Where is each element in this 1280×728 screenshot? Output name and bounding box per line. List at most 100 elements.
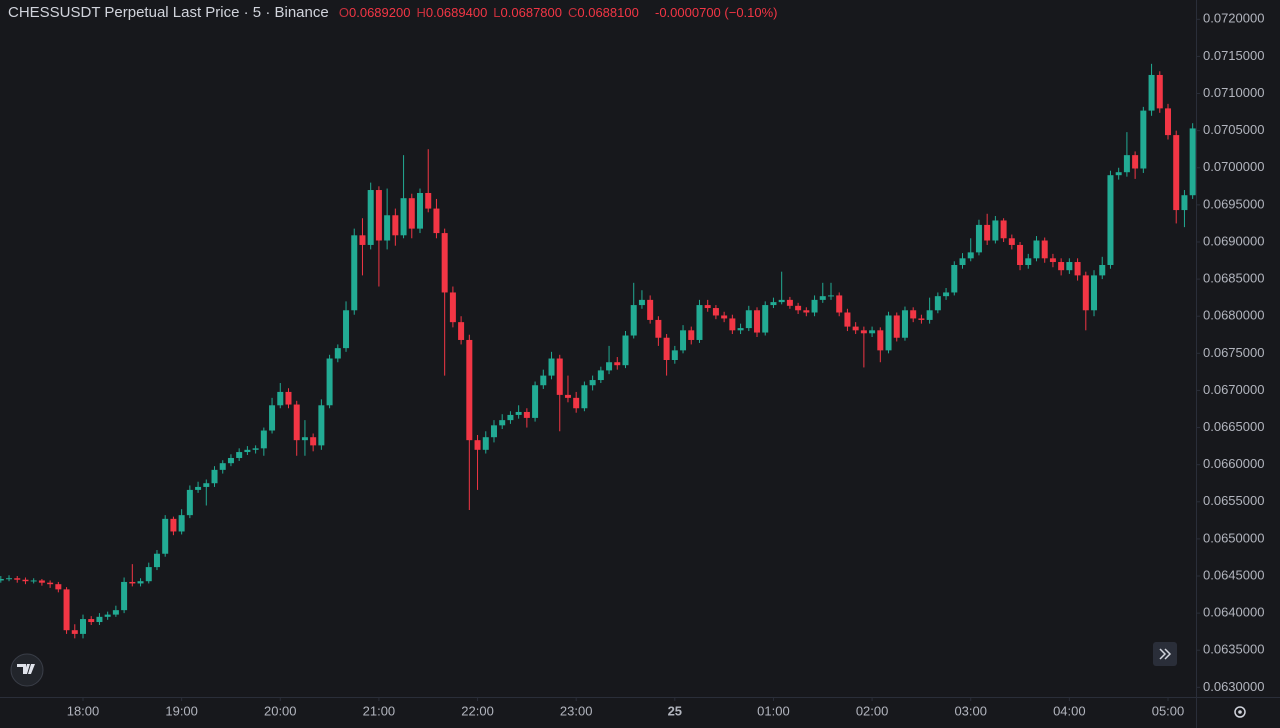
candle-body [754, 310, 761, 333]
candle-body [885, 315, 892, 351]
candle-body [203, 483, 210, 487]
ohlc-value: 0.0688100 [577, 5, 639, 20]
candle-body [112, 610, 119, 615]
candle-body [1099, 264, 1106, 276]
candle-body [293, 404, 300, 441]
y-tick-label: 0.0670000 [1203, 382, 1264, 397]
tradingview-logo [10, 653, 44, 687]
x-tick-label: 04:00 [1053, 703, 1086, 718]
candle-body [1082, 275, 1089, 311]
scroll-to-latest-button[interactable] [1153, 642, 1177, 666]
candle-body [104, 614, 111, 617]
y-tick-label: 0.0650000 [1203, 530, 1264, 545]
x-tick-label: 18:00 [67, 703, 100, 718]
x-tick-label: 25 [668, 703, 682, 718]
candle-body [556, 358, 563, 395]
ohlc-value: 0.0687800 [500, 5, 562, 20]
candle-body [655, 319, 662, 338]
candle-body [449, 292, 456, 323]
candle-body [844, 312, 851, 327]
candle-body [647, 299, 654, 320]
candle-body [195, 486, 202, 490]
candle-body [581, 385, 588, 409]
candle-body [1049, 258, 1056, 263]
candle-body [852, 326, 859, 331]
candle-body [1148, 74, 1155, 111]
candle-body [277, 391, 284, 406]
candle-body [523, 411, 530, 418]
legend-header: CHESSUSDT Perpetual Last Price · 5 · Bin… [8, 4, 778, 21]
candle-body [597, 370, 604, 381]
candle-body [926, 310, 933, 320]
candle-body [951, 264, 958, 293]
candle-body [490, 425, 497, 438]
ohlc-label: H [416, 5, 426, 20]
candle-body [1140, 110, 1147, 169]
candle-body [343, 310, 350, 349]
candle-body [1091, 275, 1098, 311]
candle-body [959, 258, 966, 265]
candle-body [729, 318, 736, 331]
y-tick-label: 0.0635000 [1203, 642, 1264, 657]
candle-body [482, 437, 489, 450]
candle-body [712, 308, 719, 316]
candle-body [0, 578, 4, 581]
candle-body [425, 192, 432, 209]
candle-body [392, 215, 399, 236]
ohlc-label: L [493, 5, 501, 20]
candle-body [680, 330, 687, 351]
candle-body [589, 380, 596, 386]
y-tick-label: 0.0630000 [1203, 679, 1264, 694]
candle-body [466, 339, 473, 441]
candle-body [992, 220, 999, 241]
candle-body [737, 328, 744, 331]
y-tick-label: 0.0655000 [1203, 493, 1264, 508]
candle-body [762, 305, 769, 333]
candle-body [433, 208, 440, 234]
x-tick-label: 01:00 [757, 703, 790, 718]
candle-body [301, 437, 308, 441]
candle-body [6, 578, 13, 580]
candle-body [721, 315, 728, 319]
candle-body [96, 616, 103, 623]
ohlc-label: C [567, 5, 578, 20]
candle-body [967, 252, 974, 259]
candle-body [244, 449, 251, 453]
candle-body [367, 190, 374, 245]
candle-body [811, 299, 818, 313]
candle-body [984, 224, 991, 241]
candle-body [400, 198, 407, 236]
candle-body [359, 235, 366, 245]
candle-body [178, 515, 185, 532]
ohlc-value: 0.0689200 [349, 5, 411, 20]
candle-body [975, 224, 982, 253]
x-tick-label: 23:00 [560, 703, 593, 718]
candle-body [55, 584, 62, 590]
candle-body [318, 405, 325, 446]
candle-body [22, 579, 29, 582]
candle-body [153, 553, 160, 568]
candle-body [795, 305, 802, 311]
candle-body [260, 430, 267, 449]
candle-body [1058, 262, 1065, 271]
candles [0, 63, 1196, 639]
settings-button[interactable] [1234, 706, 1246, 718]
candle-body [285, 391, 292, 405]
y-tick-label: 0.0695000 [1203, 196, 1264, 211]
candle-body [1074, 262, 1081, 276]
y-tick-label: 0.0675000 [1203, 345, 1264, 360]
candle-body [1173, 135, 1180, 211]
candle-body [269, 405, 276, 431]
candle-body [186, 489, 193, 516]
candle-body [1132, 155, 1139, 169]
candle-body [507, 414, 514, 421]
candle-body [934, 296, 941, 311]
candle-body [860, 330, 867, 334]
candle-body [80, 619, 86, 634]
candle-body [540, 375, 547, 386]
candle-body [671, 350, 678, 361]
candle-body [770, 302, 777, 306]
